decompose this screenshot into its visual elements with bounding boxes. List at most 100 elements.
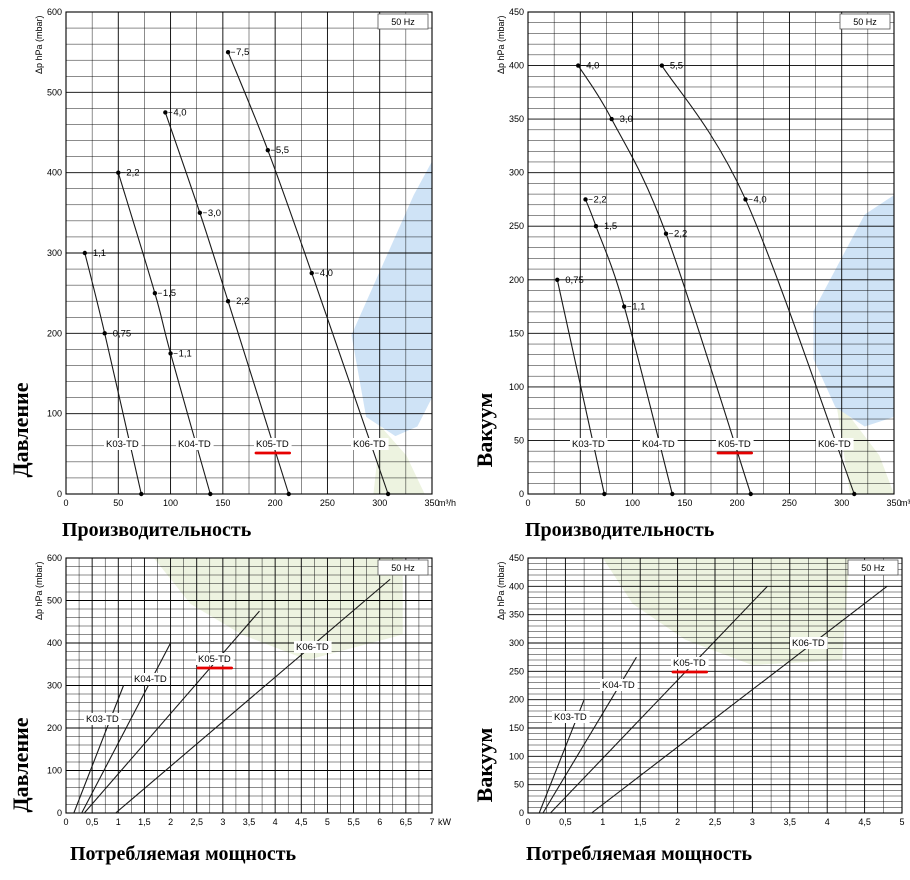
x-tick-label: 4 (825, 817, 830, 827)
frequency-box (847, 559, 899, 576)
chart-panel-2: 0 50 100 150 200 250 300 350 0 50 100 150 200 250 300 3… (472, 7, 910, 541)
y-tick-label: 400 (509, 61, 524, 71)
x-tick-label: 7 (429, 817, 434, 827)
x-tick-label: 3 (750, 817, 755, 827)
data-point (670, 491, 675, 497)
x-tick-label: 150 (215, 498, 230, 508)
point-label: 1,1 (93, 248, 106, 259)
y-tick-label: 350 (509, 114, 524, 124)
y-tick-label: 300 (509, 638, 524, 648)
series-line-k03-td (556, 279, 605, 495)
range-shade-blue (351, 161, 432, 437)
data-point (225, 299, 231, 304)
point-label: 2,2 (674, 229, 687, 240)
series-line-k03-td (73, 685, 125, 814)
series-label-bg (104, 438, 142, 450)
range-shade-green (835, 397, 894, 494)
data-point (593, 224, 599, 229)
y-tick-label: 400 (509, 581, 524, 591)
y-tick-label: 400 (47, 638, 62, 648)
series-label-bg (84, 713, 122, 725)
x-tick-label: 200 (730, 498, 745, 508)
x-tick-label: 300 (372, 498, 387, 508)
y-tick-label: 350 (509, 610, 524, 620)
y-axis-title: Давление (8, 717, 33, 812)
point-label: 3,0 (620, 114, 633, 125)
y-tick-label: 100 (509, 751, 524, 761)
y-tick-label: 400 (47, 168, 62, 178)
series-label-k05-td: K05-TD (198, 654, 231, 665)
x-tick-label: 150 (677, 498, 692, 508)
series-label-k03-td: K03-TD (572, 439, 605, 450)
y-tick-label: 50 (514, 435, 524, 445)
range-shade-green (602, 558, 850, 666)
series-label-bg (132, 673, 170, 685)
y-tick-label: 300 (509, 168, 524, 178)
plot-frame (65, 557, 433, 814)
series-label-k05-td: K05-TD (718, 439, 751, 450)
y-tick-label: 500 (47, 596, 62, 606)
series-label-k06-td: K06-TD (792, 638, 825, 649)
data-point (659, 63, 665, 68)
x-tick-label: 50 (113, 498, 123, 508)
data-point (309, 270, 314, 276)
y-tick-label: 100 (509, 382, 524, 392)
point-label: 0,75 (113, 328, 132, 339)
y-tick-label: 150 (509, 328, 524, 338)
series-line-k05-td (577, 65, 752, 495)
plot-frame (65, 11, 433, 495)
series-label-k04-td: K04-TD (642, 439, 675, 450)
y-tick-label: 200 (509, 695, 524, 705)
data-point (102, 331, 107, 336)
y-tick-label: 50 (514, 780, 524, 790)
y-tick-label: 300 (47, 248, 62, 258)
x-tick-label: 2 (675, 817, 680, 827)
x-unit-label: m³/h (438, 498, 456, 508)
series-label-bg (176, 438, 214, 450)
y-axis-title: Давление (8, 382, 33, 477)
series-label-bg (552, 711, 590, 723)
x-axis-title: Потребляемая мощность (526, 843, 753, 865)
frequency-label: 50 Hz (853, 17, 877, 27)
frequency-box (377, 559, 429, 576)
frequency-label: 50 Hz (861, 563, 885, 573)
x-tick-label: 1 (116, 817, 121, 827)
y-tick-label: 0 (57, 489, 62, 499)
x-tick-label: 5 (899, 817, 904, 827)
x-tick-label: 5 (325, 817, 330, 827)
y-tick-label: 250 (509, 221, 524, 231)
point-label: 1,1 (632, 302, 645, 313)
point-label: 2,2 (236, 296, 249, 307)
series-label-k04-td: K04-TD (602, 680, 635, 691)
point-label: 2,2 (126, 168, 139, 179)
x-tick-label: 350 (886, 498, 901, 508)
series-label-bg (816, 438, 854, 450)
x-tick-label: 4 (273, 817, 278, 827)
series-label-bg (254, 438, 292, 450)
point-label: 7,5 (236, 47, 249, 58)
y-unit-label: Δp hPa (mbar) (34, 561, 44, 620)
point-label: 1,5 (604, 221, 617, 232)
series-line-k04-td (81, 642, 172, 814)
chart-panel-3: 0 0,5 1 1,5 2 2,5 3 3,5 4 4,5 5 5,5 6 6,5 7 0 100 200 300 4… (8, 553, 452, 865)
y-tick-label: 200 (47, 328, 62, 338)
data-point (116, 170, 121, 175)
series-label-k04-td: K04-TD (134, 674, 167, 685)
series-label-bg (196, 653, 234, 665)
x-unit-label: kW (438, 817, 452, 827)
y-tick-label: 600 (47, 7, 62, 17)
x-axis-title: Потребляемая мощность (70, 843, 297, 865)
y-tick-label: 100 (47, 766, 62, 776)
series-label-bg (294, 641, 332, 653)
y-tick-label: 0 (519, 808, 524, 818)
frequency-label: 50 Hz (391, 563, 415, 573)
plot-frame (527, 11, 895, 495)
data-point (852, 491, 857, 497)
y-tick-label: 450 (509, 553, 524, 563)
point-label: 0,75 (565, 275, 584, 286)
x-tick-label: 1 (600, 817, 605, 827)
plot-frame (527, 557, 903, 814)
data-point (575, 63, 581, 68)
series-label-bg (671, 657, 709, 669)
